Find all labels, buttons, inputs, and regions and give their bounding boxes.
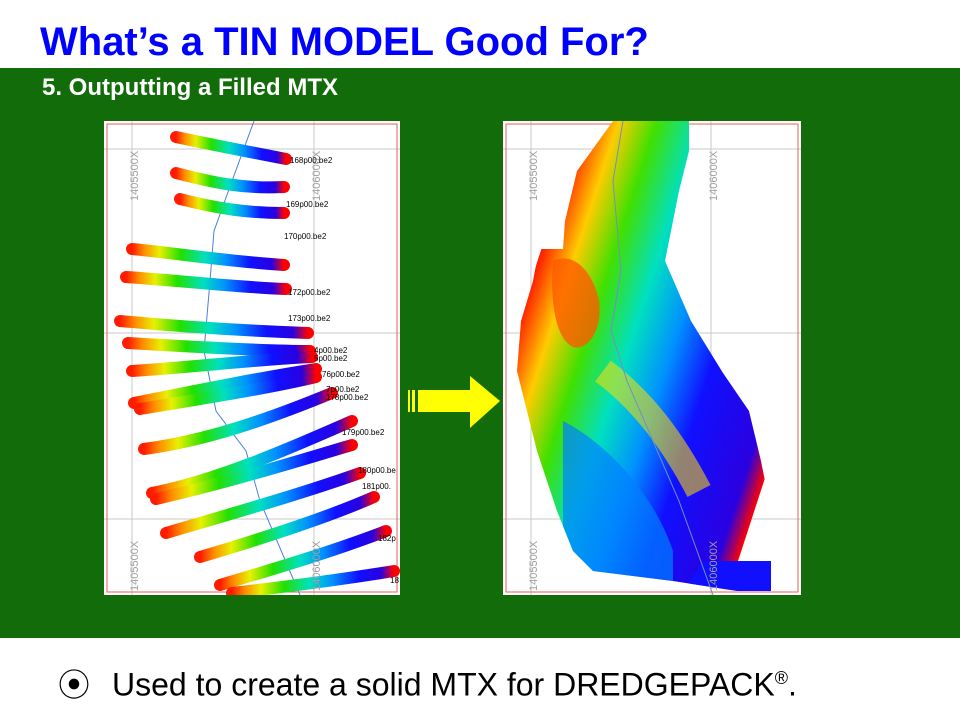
survey-line-label: 4p00.be2 xyxy=(314,346,348,355)
survey-line-label: 76p00.be2 xyxy=(322,370,360,379)
survey-line-label: 179p00.be2 xyxy=(342,428,385,437)
grid-label: 1405500X xyxy=(528,150,540,201)
survey-line-label: 18 xyxy=(390,576,399,585)
registered-mark: ® xyxy=(774,668,789,688)
survey-line-label: 181p00. xyxy=(362,482,391,491)
slide-subtitle: 5. Outputting a Filled MTX xyxy=(42,74,338,101)
grid-label: 1406000X xyxy=(708,540,720,591)
bullet-point: ⦿ Used to create a solid MTX for DREDGEPA… xyxy=(58,658,797,705)
survey-line-label: 182p xyxy=(378,534,396,543)
grid-label: 1405500X xyxy=(129,540,141,591)
survey-line-label: 172p00.be2 xyxy=(288,288,331,297)
slide-title: What’s a TIN MODEL Good For? xyxy=(40,20,649,64)
filled-mtx-map: 1405500X 1406000X 1405500X 1406000X xyxy=(503,121,801,595)
bullet-end: . xyxy=(788,666,797,703)
right-arrow-icon xyxy=(408,376,500,432)
survey-line-label: 168p00.be2 xyxy=(290,156,333,165)
circled-dot-bullet-icon: ⦿ xyxy=(58,666,91,703)
survey-lines-map: 1405500X 1406000X 1405500X 1406000X 168p… xyxy=(104,121,400,595)
bullet-text: Used to create a solid MTX for DREDGEPAC… xyxy=(112,666,775,703)
survey-line-label: 178p00.be2 xyxy=(326,393,369,402)
grid-label: 1406000X xyxy=(708,150,720,201)
grid-label: 1406000X xyxy=(311,540,323,591)
survey-line-label: 173p00.be2 xyxy=(288,314,331,323)
grid-label: 1406000X xyxy=(311,150,323,201)
survey-line-label: 7p00.be2 xyxy=(326,385,360,394)
survey-line-label: 170p00.be2 xyxy=(284,232,327,241)
survey-line-label: 169p00.be2 xyxy=(286,200,329,209)
grid-label: 1405500X xyxy=(129,150,141,201)
survey-line-label: 5p00.be2 xyxy=(314,354,348,363)
grid-label: 1405500X xyxy=(528,540,540,591)
survey-line-label: 180p00.be xyxy=(358,466,396,475)
